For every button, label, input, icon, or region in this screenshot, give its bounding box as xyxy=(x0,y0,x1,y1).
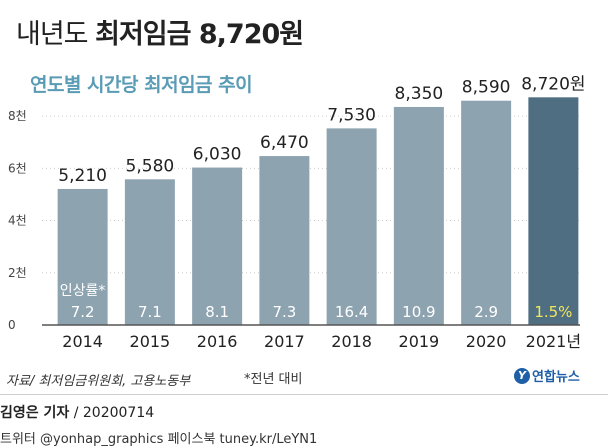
publish-date: / 20200714 xyxy=(69,405,155,421)
increase-rate-label: 7.1 xyxy=(138,303,162,321)
bar-value-label: 8,720원 xyxy=(521,74,585,94)
bar xyxy=(192,167,243,325)
x-tick-label: 2021년 xyxy=(526,332,581,351)
chart-subtitle: 연도별 시간당 최저임금 추이 xyxy=(30,74,253,96)
bar-value-label: 8,350 xyxy=(395,84,444,104)
yonhap-logo-icon: Y xyxy=(514,367,530,384)
social-links: 트위터 @yonhap_graphics 페이스북 tuney.kr/LeYN1 xyxy=(0,432,318,447)
increase-rate-label: 10.9 xyxy=(402,303,435,321)
footer-divider xyxy=(0,394,608,395)
x-tick-label: 2017 xyxy=(264,332,305,351)
byline: 김영은 기자 / 20200714 xyxy=(0,402,154,422)
bar xyxy=(393,106,444,325)
bar xyxy=(528,97,579,325)
x-tick-label: 2019 xyxy=(399,332,440,351)
increase-rate-title: 인상률* xyxy=(60,283,106,299)
x-tick-label: 2015 xyxy=(130,332,171,351)
title-prefix: 내년도 xyxy=(16,19,89,50)
title-main: 최저임금 8,720원 xyxy=(95,19,304,50)
chart-title: 내년도 최저임금 8,720원 xyxy=(16,12,304,51)
bar xyxy=(259,156,310,325)
bar-value-label: 6,030 xyxy=(193,145,242,165)
logo-text: 연합뉴스 xyxy=(532,370,580,385)
reporter-name: 김영은 기자 xyxy=(0,405,70,421)
y-tick-label: 8천 xyxy=(8,108,27,123)
footnote: *전년 대비 xyxy=(244,372,303,387)
bar-value-label: 7,530 xyxy=(327,105,376,125)
increase-rate-label: 8.1 xyxy=(205,303,229,321)
increase-rate-label: 2.9 xyxy=(474,303,498,321)
y-tick-label: 4천 xyxy=(8,213,27,228)
bar xyxy=(124,179,175,325)
bar xyxy=(461,100,512,325)
x-tick-label: 2014 xyxy=(62,332,103,351)
increase-rate-label: 1.5% xyxy=(534,303,572,321)
increase-rate-label: 7.2 xyxy=(71,303,95,321)
y-tick-label: 0 xyxy=(8,318,16,332)
increase-rate-label: 7.3 xyxy=(272,303,296,321)
x-tick-label: 2018 xyxy=(331,332,372,351)
bar-value-label: 5,210 xyxy=(58,166,107,186)
bar-value-label: 5,580 xyxy=(126,156,175,176)
yonhap-logo: Y 연합뉴스 xyxy=(514,366,580,385)
bar-value-label: 6,470 xyxy=(260,133,309,153)
bar-chart: 0 2천 4천 6천 8천 5,210 7.2 2014 5,580 7.1 2015 6,030 8.… xyxy=(8,74,586,351)
y-tick-label: 6천 xyxy=(8,160,27,175)
bar xyxy=(57,188,108,325)
x-tick-label: 2020 xyxy=(466,332,507,351)
bar xyxy=(326,128,377,325)
y-tick-label: 2천 xyxy=(8,265,27,280)
increase-rate-label: 16.4 xyxy=(335,303,368,321)
x-tick-label: 2016 xyxy=(197,332,238,351)
bar-value-label: 8,590 xyxy=(462,78,511,98)
source-note: 자료/ 최저임금위원회, 고용노동부 xyxy=(6,374,191,389)
